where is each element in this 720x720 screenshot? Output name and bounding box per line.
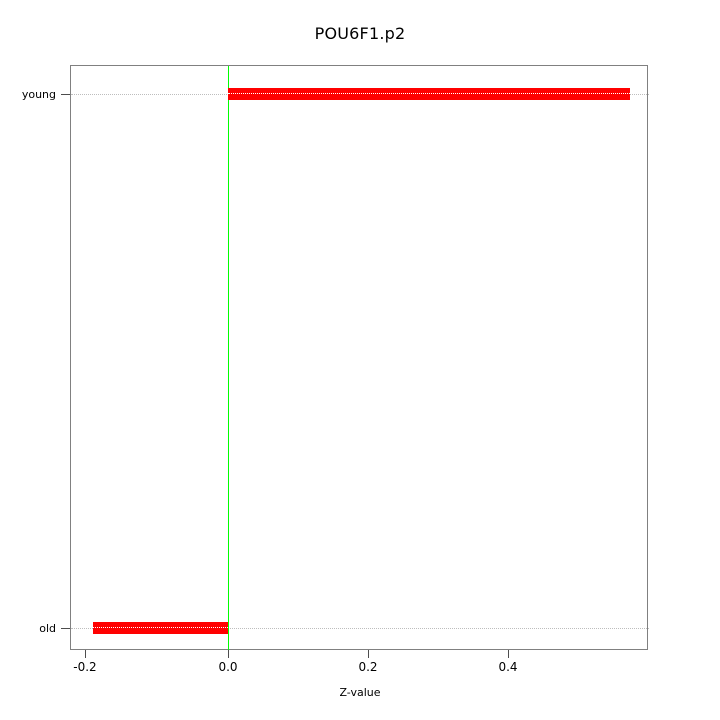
bar-dash-old	[93, 627, 228, 628]
x-tick-label-4: 0.4	[498, 660, 518, 674]
x-tick-mark-1	[85, 650, 86, 658]
gridline-old	[71, 628, 649, 629]
y-tick-mark-old	[61, 628, 70, 629]
y-tick-label-old: old	[39, 622, 56, 635]
x-tick-label-1: -0.2	[73, 660, 97, 674]
plot-area	[70, 65, 649, 651]
y-tick-mark-young	[61, 94, 70, 95]
y-tick-label-young: young	[21, 88, 56, 101]
x-tick-label-2: 0.0	[218, 660, 238, 674]
page-title: POU6F1.p2	[314, 24, 406, 43]
bar-old	[93, 622, 228, 634]
x-tick-label-3: 0.2	[358, 660, 378, 674]
bar-young	[228, 88, 630, 100]
x-tick-mark-2	[228, 650, 229, 658]
x-tick-mark-3	[368, 650, 369, 658]
x-tick-mark-4	[508, 650, 509, 658]
bar-dash-young	[228, 93, 630, 94]
zero-reference-line	[228, 66, 229, 651]
x-axis-title: Z-value	[339, 686, 381, 699]
